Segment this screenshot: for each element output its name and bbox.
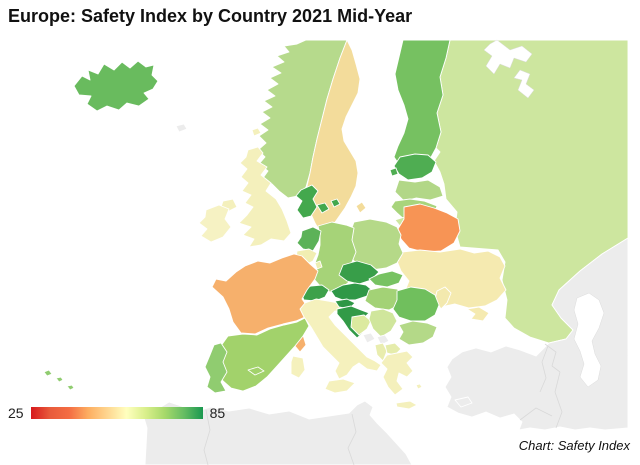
country-bulgaria[interactable]	[398, 320, 438, 346]
no-data-region-cyprus	[454, 396, 473, 408]
no-data-border-iran-west	[554, 371, 563, 429]
legend-min-label: 25	[8, 405, 24, 421]
country-greece[interactable]	[380, 350, 414, 396]
caspian-sea	[573, 292, 605, 388]
country-albania[interactable]	[374, 342, 388, 362]
legend-max-label: 85	[209, 405, 226, 421]
chart-title: Europe: Safety Index by Country 2021 Mid…	[8, 6, 413, 26]
country-united-kingdom[interactable]	[238, 146, 292, 248]
legend-gradient-bar	[30, 407, 203, 419]
country-portugal[interactable]	[204, 342, 228, 394]
country-netherlands[interactable]	[296, 226, 322, 252]
country-france[interactable]	[211, 253, 319, 335]
island-sicily[interactable]	[324, 378, 356, 394]
island-azores-2[interactable]	[55, 376, 64, 383]
no-data-region-north-africa	[143, 400, 413, 465]
island-madeira[interactable]	[66, 384, 75, 391]
country-latvia[interactable]	[394, 179, 444, 202]
island-funen[interactable]	[330, 198, 341, 208]
country-serbia[interactable]	[368, 308, 398, 338]
island-saaremaa[interactable]	[389, 167, 399, 177]
country-ireland[interactable]	[198, 204, 232, 243]
chart-credit: Chart: Safety Index	[518, 438, 630, 453]
no-data-border-syria-iraq	[519, 407, 553, 421]
no-data-border-morocco-algeria	[203, 409, 211, 465]
country-north-macedonia[interactable]	[384, 342, 402, 356]
color-legend: 25 85	[8, 405, 225, 421]
island-rhodes[interactable]	[415, 383, 423, 390]
no-data-region-kosovo	[376, 334, 390, 346]
no-data-border-turkey-east	[539, 345, 549, 393]
island-azores-1[interactable]	[43, 369, 53, 377]
country-denmark[interactable]	[295, 184, 319, 219]
country-luxembourg[interactable]	[314, 260, 323, 270]
no-data-border-algeria-tunisia	[347, 413, 357, 465]
region-crimea[interactable]	[466, 306, 490, 322]
country-romania[interactable]	[392, 286, 440, 322]
island-zealand[interactable]	[316, 202, 330, 214]
country-estonia[interactable]	[393, 153, 437, 181]
island-mallorca[interactable]	[247, 366, 265, 376]
island-crete[interactable]	[395, 400, 418, 410]
country-bosnia[interactable]	[350, 314, 372, 336]
white-sea	[483, 39, 533, 75]
no-data-region-montenegro	[362, 332, 376, 344]
country-slovakia[interactable]	[368, 270, 404, 288]
island-sardinia[interactable]	[290, 355, 306, 379]
white-sea-inlet	[513, 69, 535, 99]
country-belarus[interactable]	[397, 203, 461, 253]
country-iceland[interactable]	[73, 60, 159, 112]
no-data-region-faroe-islands	[175, 123, 188, 133]
no-data-border-caucasus	[544, 343, 561, 373]
no-data-region-middle-east	[444, 237, 629, 431]
island-shetland[interactable]	[251, 127, 262, 137]
island-gotland[interactable]	[355, 201, 367, 214]
